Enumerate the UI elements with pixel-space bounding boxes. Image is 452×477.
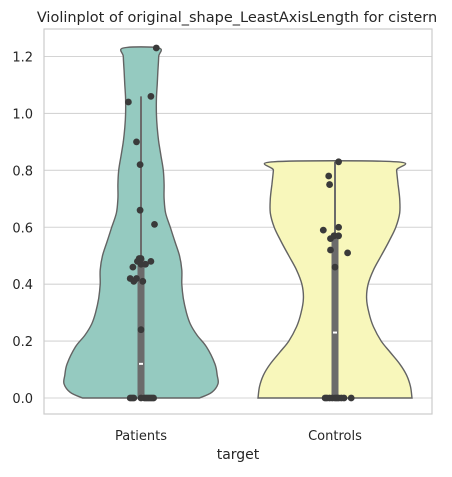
y-tick-label-0: 0.0: [12, 392, 33, 407]
chart-title: Violinplot of original_shape_LeastAxisLe…: [37, 10, 437, 26]
data-point-patients-18: [137, 255, 145, 262]
data-point-controls-3: [321, 394, 329, 402]
data-point-controls-12: [327, 246, 334, 254]
y-tick-labels: 0.0 0.2 0.4 0.6 0.8 1.0 1.2: [12, 51, 33, 408]
data-point-patients-24: [136, 161, 144, 169]
y-tick-label-4: 0.8: [12, 164, 33, 179]
data-point-controls-15: [335, 232, 342, 240]
y-tick-label-1: 0.2: [12, 335, 33, 350]
data-point-controls-11: [344, 249, 351, 257]
y-tick-label-3: 0.6: [12, 221, 33, 236]
x-tick-labels: Patients Controls: [115, 429, 362, 444]
data-point-patients-27: [147, 92, 155, 100]
data-point-patients-25: [133, 138, 140, 146]
data-point-patients-15: [129, 263, 137, 271]
data-point-patients-22: [151, 221, 158, 228]
data-point-controls-10: [331, 263, 339, 271]
data-point-patients-21: [142, 260, 149, 268]
data-point-patients-26: [124, 98, 132, 106]
data-point-controls-8: [340, 394, 348, 402]
data-point-controls-9: [347, 394, 355, 402]
data-point-patients-9: [150, 394, 158, 402]
data-point-patients-23: [136, 206, 144, 214]
y-tick-label-5: 1.0: [12, 107, 33, 122]
data-point-patients-11: [139, 277, 147, 285]
data-point-patients-10: [137, 326, 145, 334]
data-point-controls-17: [319, 226, 327, 234]
data-point-patients-14: [126, 275, 134, 282]
x-axis-label: target: [217, 447, 260, 463]
plot-frame: [43, 28, 433, 415]
data-point-controls-16: [335, 223, 342, 231]
iqr-box-controls: [331, 232, 339, 398]
y-tick-label-6: 1.2: [12, 51, 33, 66]
strip-points: [124, 44, 355, 402]
x-tick-label-patients: Patients: [115, 429, 167, 444]
data-point-controls-19: [325, 172, 333, 180]
data-point-patients-28: [152, 44, 160, 52]
data-point-controls-20: [335, 158, 342, 166]
y-tick-label-2: 0.4: [12, 278, 33, 293]
x-tick-label-controls: Controls: [308, 429, 362, 444]
data-point-patients-20: [147, 258, 155, 265]
data-point-controls-18: [326, 181, 333, 188]
data-point-patients-3: [126, 394, 134, 402]
